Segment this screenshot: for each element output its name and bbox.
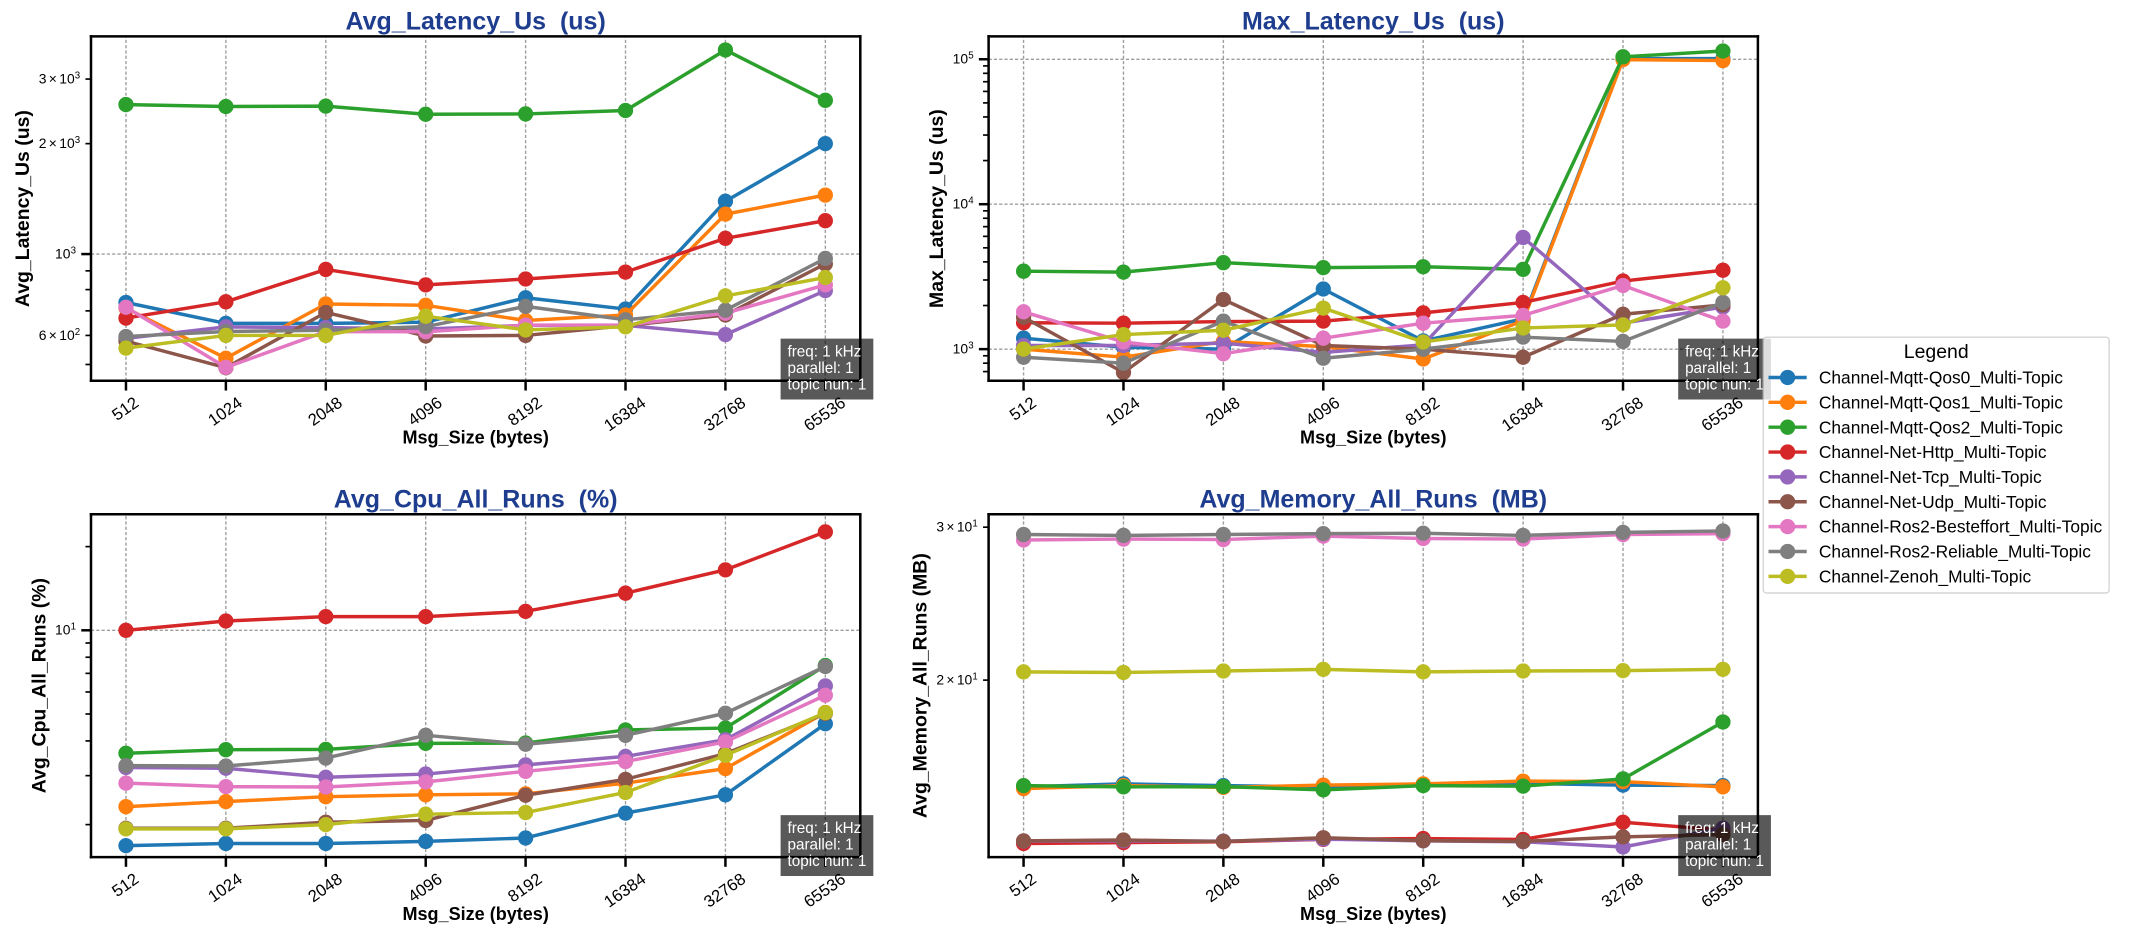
svg-text:1 0 1: 1 0 1 [55, 615, 77, 640]
svg-text:Avg_Cpu_All_Runs (%): Avg_Cpu_All_Runs (%) [28, 578, 50, 793]
svg-text:Msg_Size (bytes): Msg_Size (bytes) [402, 904, 548, 924]
svg-text:Channel-Ros2-Besteffort_Multi-: Channel-Ros2-Besteffort_Multi-Topic [1819, 517, 2103, 537]
svg-text:Avg_Latency_Us (us): Avg_Latency_Us (us) [346, 7, 606, 35]
svg-text:topic nun: 1: topic nun: 1 [1685, 853, 1764, 870]
svg-text:parallel: 1: parallel: 1 [787, 836, 853, 853]
svg-text:Channel-Mqtt-Qos0_Multi-Topic: Channel-Mqtt-Qos0_Multi-Topic [1819, 368, 2063, 388]
svg-text:topic nun: 1: topic nun: 1 [1685, 376, 1764, 393]
svg-text:Avg_Memory_All_Runs (MB): Avg_Memory_All_Runs (MB) [910, 553, 932, 818]
svg-text:topic nun: 1: topic nun: 1 [787, 376, 866, 393]
svg-text:Msg_Size (bytes): Msg_Size (bytes) [1300, 904, 1446, 924]
svg-text:Channel-Net-Udp_Multi-Topic: Channel-Net-Udp_Multi-Topic [1819, 492, 2047, 512]
svg-text:1 0 4: 1 0 4 [953, 189, 975, 214]
svg-text:Avg_Latency_Us (us): Avg_Latency_Us (us) [12, 110, 34, 307]
svg-text:6 × 1: 6 × 1 0 2 [39, 320, 81, 345]
svg-text:Channel-Ros2-Reliable_Multi-To: Channel-Ros2-Reliable_Multi-Topic [1819, 542, 2091, 562]
svg-text:3 × 1: 3 × 1 0 1 [936, 512, 978, 537]
svg-text:Channel-Zenoh_Multi-Topic: Channel-Zenoh_Multi-Topic [1819, 566, 2032, 586]
svg-text:2 × 1: 2 × 1 0 1 [936, 664, 978, 689]
svg-text:freq: 1 kHz: freq: 1 kHz [1685, 344, 1759, 361]
svg-text:1 0 3: 1 0 3 [55, 239, 77, 264]
svg-text:Channel-Mqtt-Qos2_Multi-Topic: Channel-Mqtt-Qos2_Multi-Topic [1819, 417, 2063, 437]
svg-text:Avg_Cpu_All_Runs (%): Avg_Cpu_All_Runs (%) [334, 485, 618, 513]
svg-text:freq: 1 kHz: freq: 1 kHz [787, 820, 861, 837]
svg-text:Avg_Memory_All_Runs (MB): Avg_Memory_All_Runs (MB) [1199, 485, 1547, 513]
svg-text:Channel-Net-Http_Multi-Topic: Channel-Net-Http_Multi-Topic [1819, 442, 2047, 462]
svg-text:2 × 1: 2 × 1 0 3 [39, 128, 81, 153]
svg-text:1 0 5: 1 0 5 [953, 44, 975, 69]
svg-text:Legend: Legend [1904, 341, 1969, 363]
svg-text:topic nun: 1: topic nun: 1 [787, 853, 866, 870]
svg-text:parallel: 1: parallel: 1 [1685, 836, 1751, 853]
svg-text:Channel-Mqtt-Qos1_Multi-Topic: Channel-Mqtt-Qos1_Multi-Topic [1819, 392, 2063, 412]
svg-text:Max_Latency_Us (us): Max_Latency_Us (us) [926, 109, 948, 308]
svg-text:Channel-Net-Tcp_Multi-Topic: Channel-Net-Tcp_Multi-Topic [1819, 467, 2042, 487]
svg-text:parallel: 1: parallel: 1 [787, 360, 853, 377]
svg-text:Max_Latency_Us (us): Max_Latency_Us (us) [1242, 7, 1505, 35]
svg-text:parallel: 1: parallel: 1 [1685, 360, 1751, 377]
svg-text:freq: 1 kHz: freq: 1 kHz [787, 344, 861, 361]
svg-text:Msg_Size (bytes): Msg_Size (bytes) [1300, 428, 1446, 448]
svg-text:3 × 1: 3 × 1 0 3 [39, 64, 81, 89]
svg-text:Msg_Size (bytes): Msg_Size (bytes) [402, 428, 548, 448]
svg-text:freq: 1 kHz: freq: 1 kHz [1685, 820, 1759, 837]
svg-text:1 0 3: 1 0 3 [953, 334, 975, 359]
